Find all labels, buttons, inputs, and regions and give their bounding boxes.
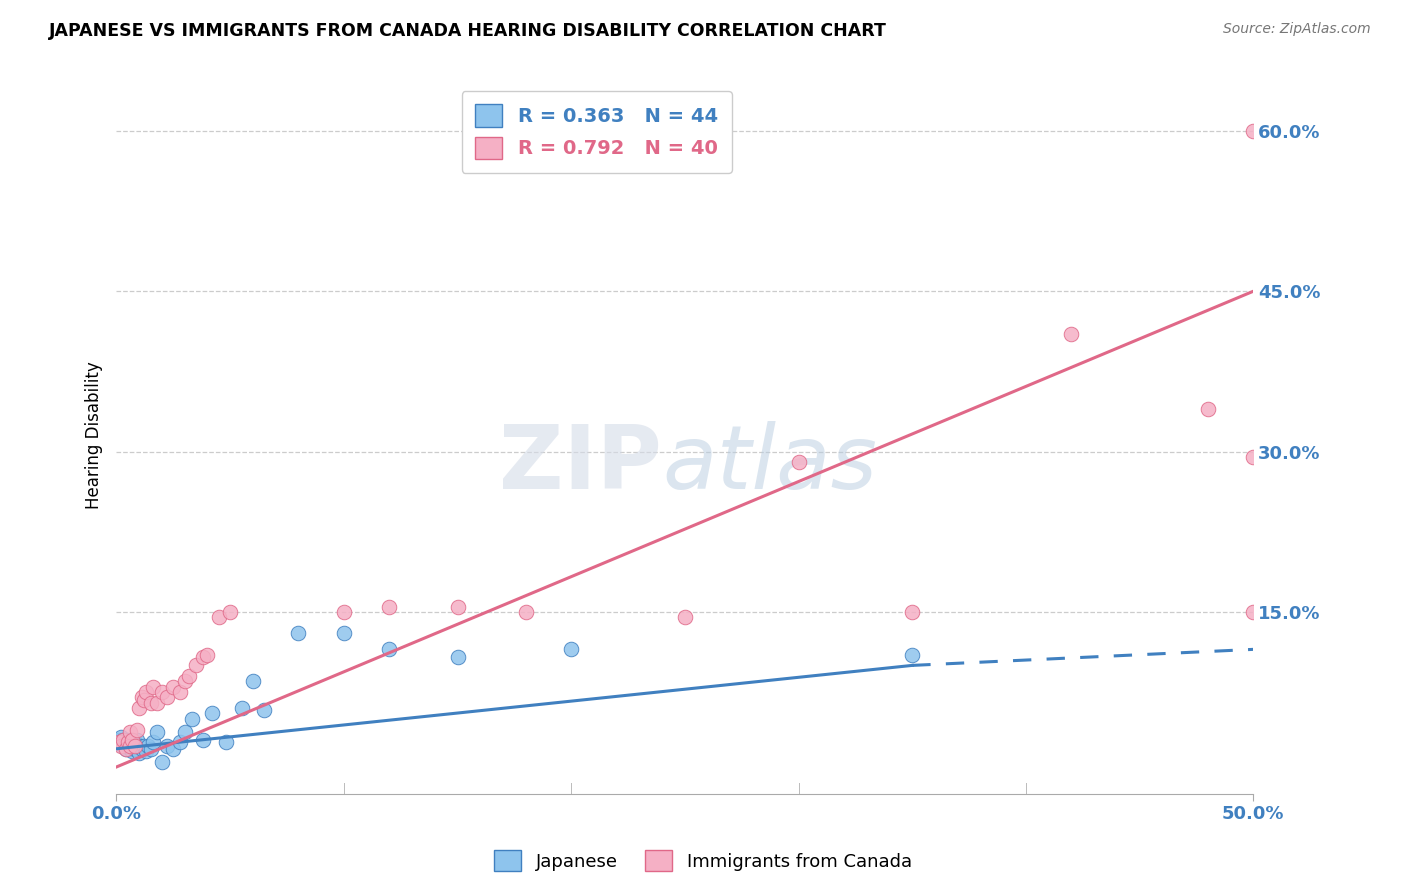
Point: [208, 610, 231, 624]
Point: [191, 649, 214, 664]
Point: [162, 680, 184, 694]
Point: [128, 739, 150, 753]
Point: [231, 701, 253, 715]
Point: [169, 735, 191, 749]
Point: [142, 735, 165, 749]
Point: [120, 741, 142, 756]
Point: [1241, 605, 1264, 619]
Point: [112, 733, 135, 747]
Point: [114, 741, 136, 756]
Point: [173, 674, 195, 689]
Point: [253, 703, 276, 717]
Point: [1197, 401, 1219, 416]
Point: [146, 696, 169, 710]
Point: [378, 599, 401, 614]
Point: [117, 733, 139, 747]
Point: [197, 648, 219, 662]
Point: [673, 610, 696, 624]
Point: [242, 674, 264, 689]
Point: [901, 648, 924, 662]
Point: [110, 735, 132, 749]
Point: [135, 685, 157, 699]
Point: [135, 744, 157, 758]
Point: [1060, 326, 1083, 341]
Point: [333, 626, 356, 640]
Point: [124, 735, 146, 749]
Point: [150, 685, 173, 699]
Point: [117, 739, 139, 753]
Point: [120, 735, 142, 749]
Point: [1241, 450, 1264, 464]
Point: [184, 658, 207, 673]
Point: [214, 735, 236, 749]
Point: [446, 599, 468, 614]
Point: [114, 735, 136, 749]
Point: [560, 642, 582, 657]
Point: [107, 735, 129, 749]
Point: [378, 642, 401, 657]
Point: [112, 739, 135, 753]
Point: [201, 706, 224, 721]
Point: [139, 696, 162, 710]
Point: [515, 605, 537, 619]
Point: [121, 744, 143, 758]
Point: [110, 739, 132, 753]
Point: [787, 455, 810, 469]
Point: [132, 739, 155, 753]
Point: [121, 739, 143, 753]
Point: [219, 605, 242, 619]
Point: [128, 746, 150, 760]
Point: [124, 739, 146, 753]
Point: [132, 692, 155, 706]
Y-axis label: Hearing Disability: Hearing Disability: [86, 361, 103, 509]
Point: [446, 649, 468, 664]
Point: [901, 605, 924, 619]
Point: [287, 626, 309, 640]
Point: [114, 741, 136, 756]
Point: [155, 739, 177, 753]
Point: [142, 680, 165, 694]
Point: [120, 739, 142, 753]
Point: [131, 690, 153, 705]
Point: [120, 724, 142, 739]
Text: Source: ZipAtlas.com: Source: ZipAtlas.com: [1223, 22, 1371, 37]
Point: [136, 739, 159, 753]
Point: [150, 755, 173, 769]
Point: [191, 733, 214, 747]
Point: [125, 733, 148, 747]
Point: [155, 690, 177, 705]
Point: [110, 730, 132, 744]
Point: [125, 723, 148, 737]
Point: [180, 712, 202, 726]
Legend: R = 0.363   N = 44, R = 0.792   N = 40: R = 0.363 N = 44, R = 0.792 N = 40: [461, 91, 731, 173]
Point: [146, 724, 169, 739]
Point: [125, 739, 148, 753]
Text: atlas: atlas: [662, 421, 877, 508]
Point: [162, 741, 184, 756]
Point: [169, 685, 191, 699]
Point: [1241, 124, 1264, 138]
Text: JAPANESE VS IMMIGRANTS FROM CANADA HEARING DISABILITY CORRELATION CHART: JAPANESE VS IMMIGRANTS FROM CANADA HEARI…: [49, 22, 887, 40]
Point: [112, 733, 135, 747]
Point: [173, 724, 195, 739]
Point: [139, 741, 162, 756]
Point: [333, 605, 356, 619]
Point: [128, 701, 150, 715]
Text: ZIP: ZIP: [499, 421, 662, 508]
Point: [131, 741, 153, 756]
Legend: Japanese, Immigrants from Canada: Japanese, Immigrants from Canada: [486, 843, 920, 879]
Point: [179, 669, 201, 683]
Point: [124, 741, 146, 756]
Point: [121, 733, 143, 747]
Point: [117, 735, 139, 749]
Point: [107, 733, 129, 747]
